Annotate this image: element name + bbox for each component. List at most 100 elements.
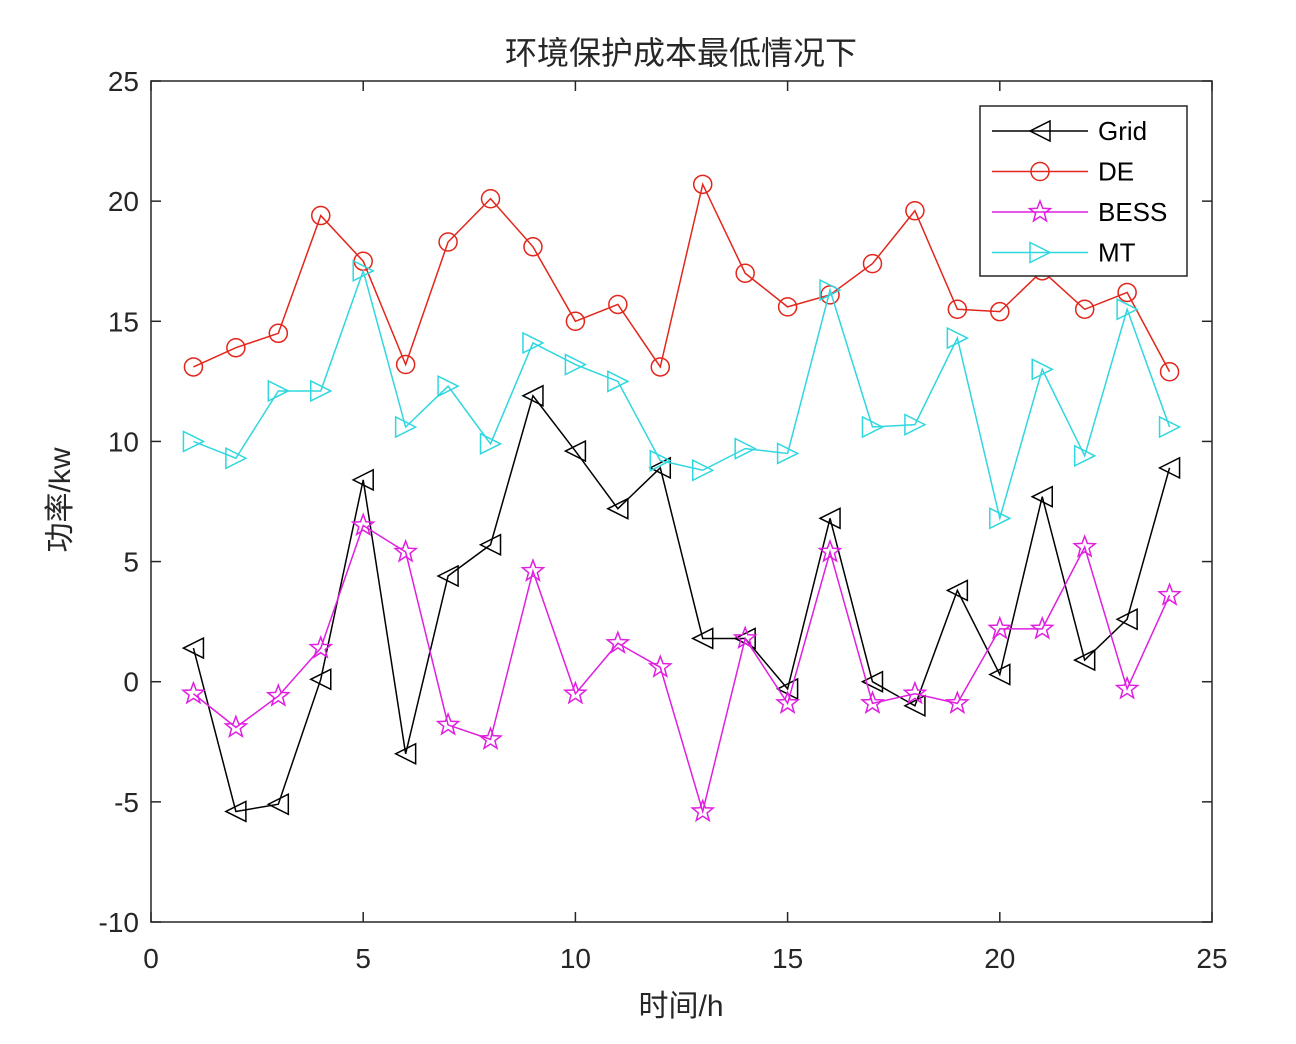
data-point-grid — [988, 663, 1011, 686]
data-point-bess — [817, 538, 843, 563]
data-point-mt — [904, 413, 927, 436]
data-point-de — [438, 232, 458, 252]
x-tick-label: 10 — [560, 943, 591, 974]
data-point-de — [862, 253, 883, 274]
data-point-de — [1159, 361, 1180, 382]
x-axis-title: 时间/h — [638, 990, 723, 1023]
data-point-mt — [691, 459, 715, 482]
legend-box — [979, 105, 1188, 277]
legend-marker-mt — [1029, 241, 1052, 264]
data-point-grid — [1073, 648, 1096, 672]
data-point-de — [523, 237, 543, 257]
data-point-mt — [225, 447, 248, 470]
data-point-bess — [265, 682, 291, 707]
data-point-de — [311, 205, 331, 226]
legend: Grid DE BESS MT — [979, 105, 1188, 277]
data-point-mt — [946, 326, 970, 350]
data-point-bess — [732, 625, 758, 650]
data-point-mt — [352, 259, 375, 283]
data-point-de — [480, 188, 501, 209]
data-point-grid — [945, 579, 969, 602]
legend-label-grid: Grid — [1098, 116, 1147, 146]
data-point-mt — [522, 331, 545, 355]
data-point-de — [692, 174, 713, 195]
data-point-bess — [1157, 582, 1183, 606]
y-tick-label: 0 — [123, 667, 139, 698]
data-point-grid — [181, 636, 205, 660]
data-point-grid — [393, 742, 417, 766]
data-point-de — [226, 337, 246, 358]
data-point-bess — [647, 654, 673, 678]
legend-marker-de — [1030, 161, 1050, 182]
x-tick-label: 25 — [1196, 943, 1227, 974]
data-point-mt — [989, 507, 1012, 530]
series-line-mt — [193, 268, 1171, 522]
data-point-bess — [520, 558, 546, 582]
data-point-bess — [350, 512, 376, 537]
data-point-de — [268, 323, 289, 344]
data-point-bess — [605, 630, 631, 654]
data-point-mt — [437, 374, 460, 398]
data-point-de — [395, 354, 416, 375]
data-point-mt — [734, 437, 757, 460]
data-point-bess — [1029, 615, 1055, 640]
data-point-grid — [224, 800, 247, 823]
data-point-mt — [776, 442, 800, 465]
data-point-mt — [267, 379, 290, 403]
y-tick-label: -10 — [99, 907, 139, 938]
data-point-grid — [1030, 485, 1053, 508]
y-tick-label: 10 — [108, 426, 139, 457]
data-point-mt — [479, 432, 503, 456]
data-point-mt — [1116, 298, 1139, 321]
data-point-grid — [351, 468, 374, 492]
data-point-grid — [563, 439, 587, 463]
y-tick-label: 15 — [108, 306, 139, 337]
data-point-mt — [564, 353, 588, 376]
axes-box — [150, 80, 1213, 923]
data-point-grid — [648, 456, 672, 480]
data-point-bess — [1114, 675, 1140, 700]
legend-label-bess: BESS — [1098, 197, 1167, 227]
data-point-grid — [1157, 456, 1181, 480]
data-point-de — [990, 301, 1010, 322]
data-point-mt — [861, 415, 885, 439]
y-tick-label: -5 — [114, 787, 139, 818]
data-point-bess — [859, 690, 885, 714]
legend-label-mt: MT — [1098, 238, 1136, 268]
series-de — [183, 174, 1180, 382]
data-point-grid — [521, 384, 544, 407]
series-line-grid — [192, 394, 1171, 813]
data-point-bess — [1072, 534, 1098, 558]
y-axis-title: 功率/kw — [44, 447, 77, 552]
data-point-mt — [649, 449, 672, 472]
data-point-bess — [308, 634, 334, 659]
data-point-grid — [860, 670, 884, 693]
data-point-grid — [606, 497, 629, 520]
series-line-de — [193, 182, 1171, 373]
data-point-mt — [394, 415, 418, 439]
legend-marker-bess — [1027, 198, 1053, 223]
data-point-bess — [562, 680, 588, 705]
data-point-bess — [393, 538, 419, 563]
y-tick-label: 5 — [123, 547, 139, 578]
plot-area: 0 5 10 15 20 25 -10 -5 0 5 10 15 20 25 Grid DE BESS MT — [99, 66, 1228, 974]
data-point-de — [905, 201, 925, 221]
data-point-de — [183, 357, 204, 377]
data-point-bess — [944, 690, 970, 714]
data-point-mt — [182, 430, 206, 453]
data-point-mt — [1158, 415, 1182, 439]
chart-title: 环境保护成本最低情况下 — [505, 35, 857, 71]
data-point-bess — [435, 711, 461, 736]
data-point-grid — [691, 627, 714, 650]
legend-marker-grid — [1028, 119, 1051, 143]
data-point-de — [947, 299, 968, 320]
x-tick-label: 20 — [984, 943, 1015, 974]
data-point-grid — [266, 793, 290, 816]
x-tick-label: 15 — [772, 943, 803, 974]
data-point-mt — [607, 370, 630, 393]
data-point-mt — [1073, 444, 1097, 468]
data-point-grid — [436, 564, 459, 588]
data-point-mt — [310, 379, 333, 403]
data-point-de — [777, 297, 798, 317]
